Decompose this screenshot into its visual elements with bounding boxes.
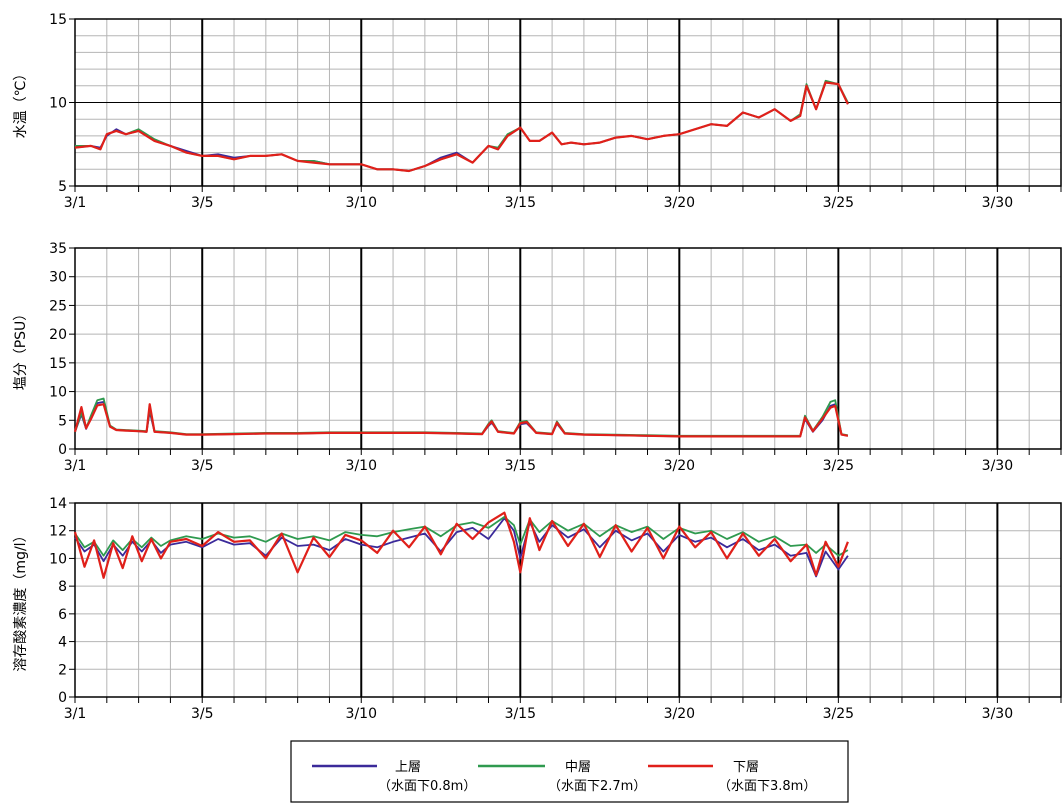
- x-tick-label: 3/1: [64, 458, 87, 474]
- x-tick-label: 3/15: [505, 458, 536, 474]
- x-tick-label: 3/30: [982, 195, 1013, 211]
- x-tick-label: 3/20: [664, 706, 695, 722]
- panel-dissolved-oxygen: 0 2 4 6 8 10 12 14 3/1 3/5 3/10 3/15 3/20 3/25 3/30 溶存酸…: [13, 496, 1062, 722]
- x-tick-label: 3/10: [346, 195, 377, 211]
- y-tick-label: 10: [49, 96, 67, 112]
- y-tick-label: 8: [58, 579, 67, 595]
- series-line-lower: [73, 403, 849, 438]
- y-tick-label: 10: [49, 551, 67, 567]
- panel-temperature: 5 10 15 3/1 3/5 3/10 3/15 3/20 3/25 3/30 水温（℃）: [13, 12, 1062, 211]
- plot-frame-salinity: [74, 247, 1062, 450]
- x-tick-label: 3/15: [505, 195, 536, 211]
- y-axis-title: 水温（℃）: [13, 67, 29, 139]
- grid-temperature: [75, 19, 1061, 186]
- y-tick-label: 25: [49, 298, 67, 314]
- y-axis-title: 溶存酸素濃度（mg/l）: [13, 528, 29, 671]
- y-tick-label: 30: [49, 270, 67, 286]
- series-line-lower: [74, 81, 849, 173]
- x-tick-label: 3/1: [64, 706, 87, 722]
- grid-salinity: [75, 248, 1061, 449]
- legend-sublabel-lower: （水面下3.8m）: [718, 779, 816, 794]
- legend-label-middle: 中層: [565, 760, 591, 775]
- y-tick-label: 14: [49, 496, 67, 512]
- y-tick-label: 2: [58, 662, 67, 678]
- panel-salinity: 0 5 10 15 20 25 30 35 3/1 3/5 3/10 3/15 3/20 3/25 3/30…: [13, 241, 1062, 474]
- x-tick-label: 3/15: [505, 706, 536, 722]
- plot-frame-dissolved-oxygen: [74, 502, 1062, 698]
- legend-label-lower: 下層: [733, 760, 759, 775]
- series-line-upper: [74, 517, 849, 578]
- x-tick-label: 3/1: [64, 195, 87, 211]
- y-tick-label: 5: [58, 179, 67, 195]
- x-tick-label: 3/20: [664, 458, 695, 474]
- x-tick-label: 3/10: [346, 706, 377, 722]
- x-tick-label: 3/30: [982, 458, 1013, 474]
- y-tick-label: 10: [49, 385, 67, 401]
- series-line-upper: [74, 400, 849, 438]
- legend-sublabel-middle: （水面下2.7m）: [548, 779, 646, 794]
- y-tick-label: 0: [58, 442, 67, 458]
- y-tick-label: 15: [49, 12, 67, 28]
- x-tick-label: 3/30: [982, 706, 1013, 722]
- y-tick-label: 0: [58, 690, 67, 706]
- y-tick-label: 12: [49, 524, 67, 540]
- x-tick-label: 3/10: [346, 458, 377, 474]
- x-tick-label: 3/25: [823, 706, 854, 722]
- series-line-middle: [74, 397, 849, 437]
- y-tick-label: 6: [58, 607, 67, 623]
- y-axis-title: 塩分（PSU）: [13, 307, 29, 391]
- legend-sublabel-upper: （水面下0.8m）: [378, 779, 476, 794]
- x-tick-label: 3/25: [823, 195, 854, 211]
- y-tick-label: 35: [49, 241, 67, 257]
- legend-box: [290, 740, 849, 803]
- x-tick-label: 3/20: [664, 195, 695, 211]
- legend: 上層 （水面下0.8m） 中層 （水面下2.7m） 下層 （水面下3.8m）: [290, 740, 849, 803]
- y-tick-label: 4: [58, 635, 67, 651]
- y-tick-label: 5: [58, 413, 67, 429]
- x-tick-label: 3/5: [191, 195, 214, 211]
- y-tick-label: 20: [49, 327, 67, 343]
- legend-label-upper: 上層: [395, 760, 421, 775]
- y-tick-label: 15: [49, 356, 67, 372]
- series-line-lower: [73, 511, 849, 579]
- x-tick-label: 3/5: [191, 706, 214, 722]
- grid-dissolved-oxygen: [75, 503, 1061, 697]
- x-tick-label: 3/5: [191, 458, 214, 474]
- x-tick-label: 3/25: [823, 458, 854, 474]
